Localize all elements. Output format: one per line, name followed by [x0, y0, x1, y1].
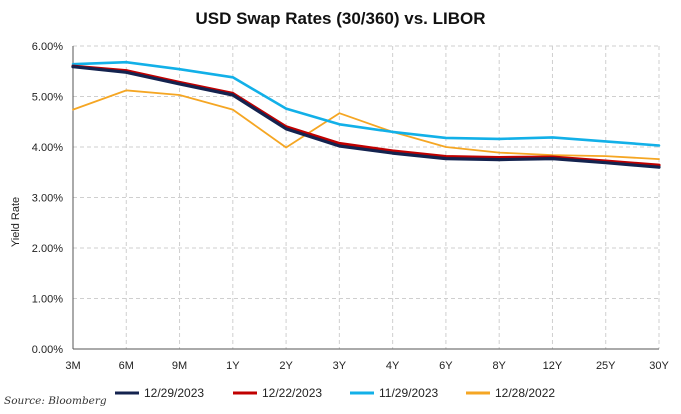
x-tick-label: 12Y	[543, 360, 563, 372]
y-tick-label: 5.00%	[32, 92, 63, 104]
x-tick-label: 2Y	[279, 360, 293, 372]
axes: 0.00% 1.00% 2.00% 3.00% 4.00% 5.00% 6.00% 3M 6M 9…	[32, 41, 670, 372]
y-tick-label: 6.00%	[32, 41, 63, 53]
x-tick-label: 1Y	[226, 360, 240, 372]
x-tick-label: 3M	[65, 360, 80, 372]
source-note: Source: Bloomberg	[4, 395, 107, 407]
y-tick-label: 3.00%	[32, 193, 63, 205]
legend: 12/29/2023 12/22/2023 11/29/2023 12/28/2022	[115, 386, 555, 400]
series-lines	[71, 60, 661, 169]
series-line-12-28-2022	[72, 89, 660, 161]
x-tick-label: 6Y	[439, 360, 453, 372]
legend-label: 12/28/2022	[495, 386, 555, 400]
legend-label: 12/22/2023	[262, 386, 322, 400]
x-tick-label: 6M	[119, 360, 134, 372]
grid	[73, 45, 660, 349]
x-tick-label: 8Y	[492, 360, 506, 372]
y-axis-label: Yield Rate	[10, 197, 22, 247]
x-tick-label: 3Y	[333, 360, 347, 372]
legend-label: 12/29/2023	[144, 386, 204, 400]
series-line-12-29-2023	[71, 65, 661, 169]
y-tick-label: 2.00%	[32, 243, 63, 255]
series-line-11-29-2023	[71, 60, 661, 147]
chart-title: USD Swap Rates (30/360) vs. LIBOR	[195, 9, 486, 28]
y-tick-label: 1.00%	[32, 294, 63, 306]
y-tick-label: 4.00%	[32, 142, 63, 154]
x-tick-label: 4Y	[386, 360, 400, 372]
x-tick-label: 30Y	[649, 360, 669, 372]
legend-label: 11/29/2023	[379, 386, 438, 400]
x-tick-label: 25Y	[596, 360, 616, 372]
x-tick-label: 9M	[172, 360, 187, 372]
y-tick-label: 0.00%	[32, 344, 63, 356]
